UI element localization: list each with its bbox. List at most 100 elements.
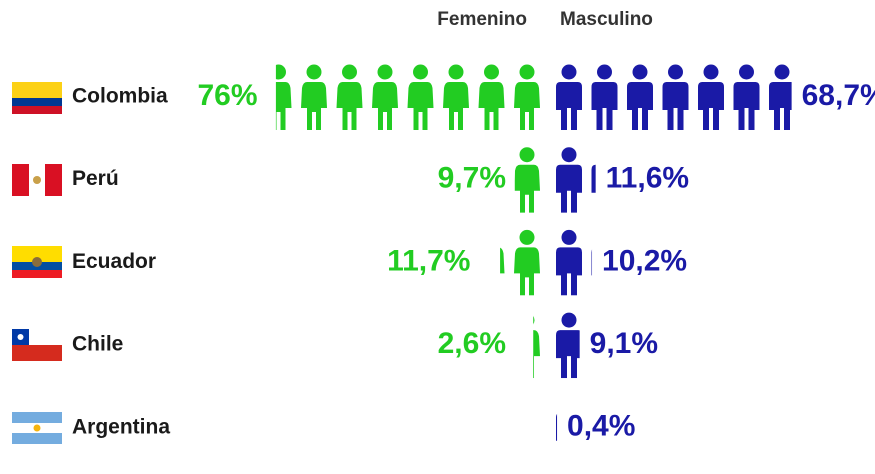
person-icon [591, 64, 618, 130]
icon-body [514, 164, 541, 213]
person-icon [514, 64, 540, 130]
icon-group [484, 229, 540, 296]
icon-head [739, 64, 754, 80]
icon-head [703, 64, 719, 80]
icon-head [484, 64, 499, 80]
icon-body [556, 414, 558, 441]
person-icon [533, 315, 540, 379]
person-icon [698, 64, 724, 130]
icon-head [597, 147, 612, 162]
icon-head [597, 230, 612, 245]
category-label: Chile [72, 333, 123, 356]
icon-head [561, 64, 577, 80]
icon-body [478, 82, 505, 130]
icon-head [632, 64, 648, 80]
icon-body [500, 247, 505, 274]
icon-group [556, 395, 577, 441]
icon-body [556, 164, 582, 213]
person-icon [556, 395, 577, 441]
icon-head [561, 147, 577, 163]
icon-head [413, 64, 428, 80]
flag-ecuador [12, 246, 62, 278]
person-icon [591, 147, 612, 193]
category-label: Colombia [72, 85, 168, 108]
category-label: Perú [72, 167, 119, 190]
icon-group [556, 147, 612, 213]
icon-head [533, 315, 535, 325]
icon-body [662, 82, 689, 130]
person-icon [627, 64, 653, 130]
icon-head [484, 230, 499, 245]
icon-body [443, 82, 469, 130]
icon-body [591, 249, 593, 276]
icon-body [514, 82, 540, 130]
icon-body [627, 82, 653, 130]
person-icon [443, 64, 469, 130]
icon-head [774, 64, 790, 80]
icon-head [519, 147, 535, 163]
icon-body [591, 164, 596, 193]
flag-colombia [12, 82, 62, 114]
value-label: 11,7% [387, 244, 470, 277]
icon-body [769, 82, 792, 130]
icon-body [733, 82, 760, 130]
person-icon [769, 64, 792, 130]
icon-head [377, 64, 393, 80]
icon-group [556, 64, 792, 130]
flag-argentina [12, 412, 62, 444]
legend-entry: Masculino [560, 9, 653, 30]
value-label: 0,4% [567, 410, 635, 443]
person-icon [556, 229, 582, 296]
icon-head [342, 64, 357, 80]
icon-head [561, 229, 577, 245]
icon-body [556, 247, 582, 296]
person-icon [301, 64, 327, 130]
icon-head [275, 64, 286, 80]
icon-head [306, 64, 322, 80]
person-icon [556, 64, 582, 130]
icon-head [562, 395, 577, 410]
person-icon [514, 229, 540, 296]
person-icon [733, 64, 760, 130]
person-icon [591, 230, 612, 276]
icon-body [407, 82, 434, 130]
icon-body [556, 330, 580, 379]
icon-body [556, 82, 582, 130]
flag-peru [12, 164, 62, 196]
person-icon [662, 64, 689, 130]
legend-entry: Femenino [437, 9, 527, 30]
value-label: 9,1% [590, 327, 658, 360]
person-icon [556, 147, 582, 213]
icon-group [275, 64, 540, 130]
category-label: Argentina [72, 415, 170, 438]
value-label: 9,7% [438, 162, 506, 195]
icon-group [556, 312, 580, 379]
person-icon [275, 64, 292, 130]
value-label: 10,2% [602, 244, 687, 277]
value-label: 2,6% [438, 327, 506, 360]
icon-body [275, 82, 292, 130]
icon-body [514, 247, 540, 296]
icon-head [561, 312, 577, 328]
value-label: 11,6% [606, 162, 689, 195]
icon-body [533, 330, 540, 379]
person-icon [478, 64, 505, 130]
icon-head [448, 64, 464, 80]
person-icon [514, 147, 541, 213]
icon-body [336, 82, 363, 130]
flag-chile [12, 329, 62, 361]
person-icon [556, 312, 580, 379]
icon-group [514, 147, 541, 213]
icon-body [301, 82, 327, 130]
icon-body [372, 82, 398, 130]
icon-body [591, 82, 618, 130]
flags [12, 82, 62, 444]
person-icon [372, 64, 398, 130]
value-label: 76% [197, 79, 257, 112]
person-icon [336, 64, 363, 130]
category-label: Ecuador [72, 250, 156, 273]
value-label: 68,7% [802, 79, 875, 112]
icon-head [668, 64, 683, 80]
person-icon [484, 230, 505, 274]
